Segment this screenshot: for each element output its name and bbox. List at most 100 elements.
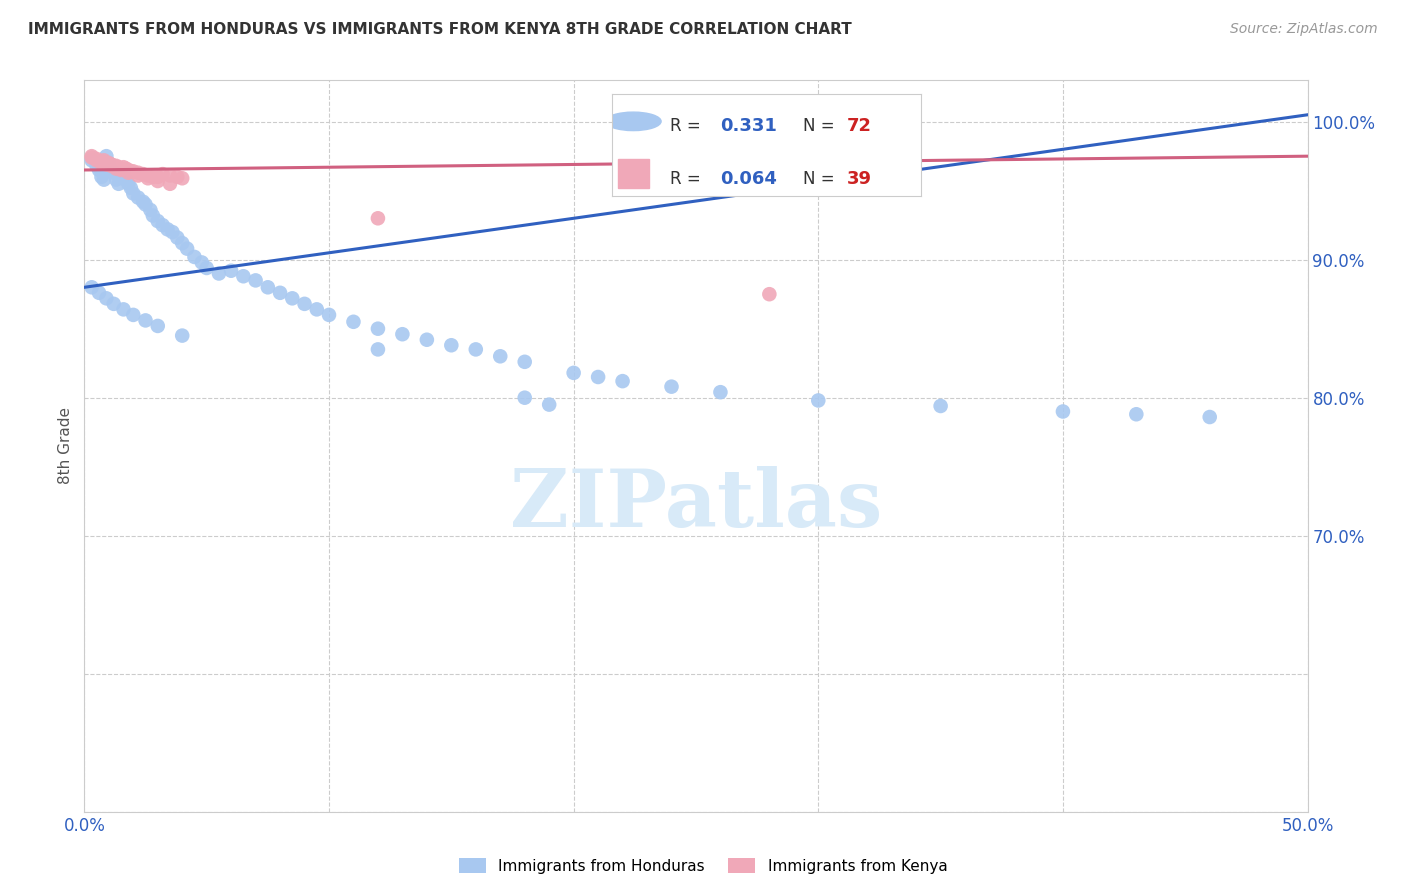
FancyBboxPatch shape xyxy=(617,160,648,188)
Point xyxy=(105,172,128,186)
Point xyxy=(538,398,561,412)
Point xyxy=(120,181,142,195)
Point xyxy=(103,159,125,173)
Point xyxy=(122,186,145,201)
Text: R =: R = xyxy=(671,170,706,188)
Point xyxy=(127,169,149,183)
Text: N =: N = xyxy=(803,117,841,135)
Point xyxy=(257,280,280,294)
Point xyxy=(807,393,830,408)
Point xyxy=(367,321,389,335)
Point xyxy=(86,152,108,166)
Point xyxy=(112,160,135,174)
Point xyxy=(110,163,132,178)
Point xyxy=(112,167,135,181)
Point xyxy=(110,169,132,184)
Point xyxy=(132,194,155,209)
Point xyxy=(294,297,316,311)
Point xyxy=(96,149,118,163)
Point xyxy=(219,264,242,278)
Point xyxy=(107,160,129,174)
Point xyxy=(176,242,198,256)
Point xyxy=(162,225,184,239)
Point xyxy=(87,163,110,178)
Point xyxy=(191,255,214,269)
Point xyxy=(929,399,952,413)
Point xyxy=(100,159,122,173)
Text: Source: ZipAtlas.com: Source: ZipAtlas.com xyxy=(1230,22,1378,37)
Point xyxy=(183,250,205,264)
Y-axis label: 8th Grade: 8th Grade xyxy=(58,408,73,484)
Point xyxy=(172,236,194,251)
Point xyxy=(135,313,157,327)
Point xyxy=(96,291,118,305)
Point xyxy=(464,343,486,357)
Point xyxy=(127,166,149,180)
Point xyxy=(1198,410,1220,425)
Text: N =: N = xyxy=(803,170,841,188)
Point xyxy=(269,285,291,300)
Text: 0.331: 0.331 xyxy=(720,117,776,135)
Point xyxy=(100,163,122,178)
Point xyxy=(80,280,103,294)
Point xyxy=(122,164,145,178)
Point xyxy=(115,161,138,176)
Point xyxy=(136,171,159,186)
Point xyxy=(758,287,780,301)
Point xyxy=(146,169,169,184)
Point xyxy=(80,149,103,163)
Point xyxy=(195,260,218,275)
Point xyxy=(562,366,585,380)
Legend: Immigrants from Honduras, Immigrants from Kenya: Immigrants from Honduras, Immigrants fro… xyxy=(453,852,953,880)
Point xyxy=(122,308,145,322)
Point xyxy=(127,191,149,205)
Point xyxy=(117,163,139,178)
Point xyxy=(612,374,634,388)
Point xyxy=(93,153,115,168)
Text: 72: 72 xyxy=(846,117,872,135)
Point xyxy=(93,172,115,186)
Point xyxy=(100,157,122,171)
Point xyxy=(152,218,174,232)
Point xyxy=(86,153,108,168)
Point xyxy=(1125,407,1147,421)
Point xyxy=(166,230,188,244)
Point xyxy=(117,177,139,191)
Point xyxy=(152,167,174,181)
Point xyxy=(142,209,165,223)
Point xyxy=(513,355,536,369)
Point xyxy=(120,164,142,178)
Point xyxy=(661,379,683,393)
Point xyxy=(513,391,536,405)
Point xyxy=(115,172,138,186)
Point xyxy=(166,169,188,184)
Point xyxy=(159,177,181,191)
Point xyxy=(105,159,128,173)
Point xyxy=(146,318,169,333)
Point xyxy=(96,157,118,171)
Point xyxy=(281,291,304,305)
Point xyxy=(90,169,112,184)
Point xyxy=(342,315,364,329)
Point xyxy=(86,159,108,173)
Point xyxy=(103,297,125,311)
Point xyxy=(159,169,181,183)
Text: 39: 39 xyxy=(846,170,872,188)
Point xyxy=(107,177,129,191)
Point xyxy=(142,169,165,184)
Point xyxy=(112,302,135,317)
Point xyxy=(146,214,169,228)
Point xyxy=(146,174,169,188)
Point xyxy=(440,338,463,352)
Point xyxy=(97,156,120,170)
Point xyxy=(103,166,125,180)
Point xyxy=(90,156,112,170)
Point xyxy=(117,166,139,180)
Point xyxy=(172,328,194,343)
Point xyxy=(96,156,118,170)
Text: R =: R = xyxy=(671,117,706,135)
Point xyxy=(391,327,413,342)
Point xyxy=(110,161,132,176)
Point xyxy=(139,202,162,217)
Point xyxy=(245,273,267,287)
